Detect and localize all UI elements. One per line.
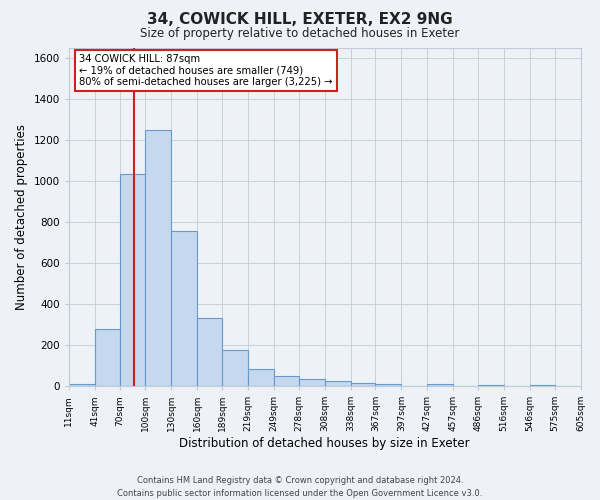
Bar bbox=[581, 385, 600, 386]
Bar bbox=[427, 384, 453, 386]
Bar bbox=[376, 384, 401, 386]
Bar bbox=[145, 130, 172, 386]
Text: Contains HM Land Registry data © Crown copyright and database right 2024.
Contai: Contains HM Land Registry data © Crown c… bbox=[118, 476, 482, 498]
Bar bbox=[274, 376, 299, 386]
Bar bbox=[172, 231, 197, 386]
X-axis label: Distribution of detached houses by size in Exeter: Distribution of detached houses by size … bbox=[179, 437, 470, 450]
Y-axis label: Number of detached properties: Number of detached properties bbox=[15, 124, 28, 310]
Bar bbox=[350, 383, 376, 386]
Bar bbox=[299, 379, 325, 386]
Text: Size of property relative to detached houses in Exeter: Size of property relative to detached ho… bbox=[140, 28, 460, 40]
Bar bbox=[478, 385, 504, 386]
Text: 34 COWICK HILL: 87sqm
← 19% of detached houses are smaller (749)
80% of semi-det: 34 COWICK HILL: 87sqm ← 19% of detached … bbox=[79, 54, 332, 88]
Bar bbox=[248, 368, 274, 386]
Bar bbox=[222, 350, 248, 386]
Bar bbox=[69, 384, 95, 386]
Bar bbox=[119, 174, 145, 386]
Text: 34, COWICK HILL, EXETER, EX2 9NG: 34, COWICK HILL, EXETER, EX2 9NG bbox=[147, 12, 453, 28]
Bar bbox=[197, 318, 222, 386]
Bar bbox=[95, 328, 119, 386]
Bar bbox=[325, 381, 350, 386]
Bar bbox=[530, 385, 554, 386]
